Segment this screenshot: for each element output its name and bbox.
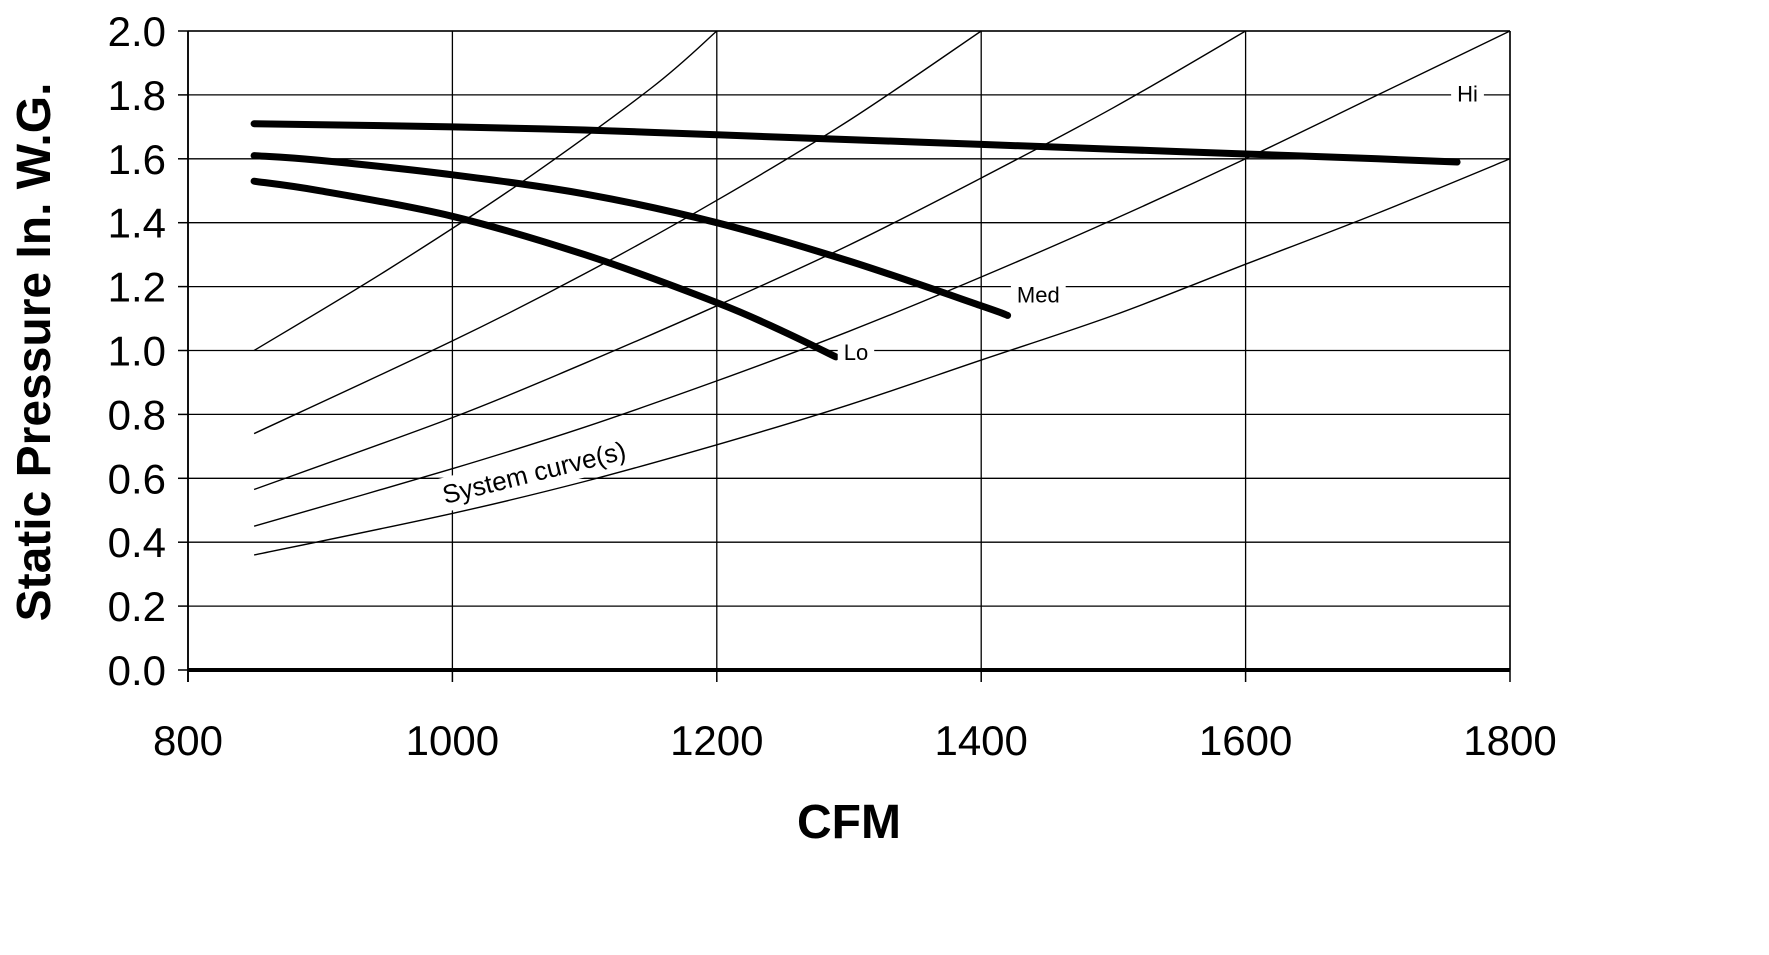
x-axis-title: CFM (797, 796, 901, 849)
y-tick-label: 1.8 (108, 72, 166, 119)
y-tick-label: 1.6 (108, 136, 166, 183)
curve-label-lo: Lo (844, 340, 868, 365)
x-tick-labels: 800 1000 1200 1400 1600 1800 (153, 717, 1557, 764)
x-tick-label: 1000 (406, 717, 499, 764)
fan-curve-lo (250, 177, 840, 361)
x-tick-label: 1400 (934, 717, 1027, 764)
x-tick-label: 1200 (670, 717, 763, 764)
x-tick-label: 1600 (1199, 717, 1292, 764)
y-tick-label: 0.6 (108, 455, 166, 502)
y-tick-label: 1.4 (108, 200, 166, 247)
fan-curve-med (250, 152, 1012, 319)
system-curves (253, 31, 1510, 556)
label-background (1010, 280, 1066, 310)
system-curve-3 (253, 31, 1246, 491)
plot-frame (178, 30, 1511, 682)
y-tick-label: 1.0 (108, 328, 166, 375)
curve-label-group: Med (1010, 280, 1066, 310)
label-background (837, 338, 875, 368)
y-tick-label: 0.2 (108, 583, 166, 630)
y-tick-label: 1.2 (108, 264, 166, 311)
label-background (433, 431, 636, 514)
fan-curve-hi (250, 120, 1461, 166)
y-tick-label: 2.0 (108, 8, 166, 55)
curve-label-hi: Hi (1457, 81, 1478, 106)
curve-label-group: Lo (837, 338, 875, 368)
x-tick-label: 1800 (1463, 717, 1556, 764)
system-curve-4 (253, 31, 1510, 527)
x-tick-label: 800 (153, 717, 223, 764)
fan-curves (250, 120, 1461, 361)
y-tick-label: 0.4 (108, 519, 166, 566)
system-curve-2 (253, 31, 982, 435)
curve-label-med: Med (1017, 283, 1060, 308)
label-background (1451, 79, 1484, 109)
y-tick-label: 0.0 (108, 647, 166, 694)
system-curve-1 (253, 31, 718, 352)
y-tick-label: 0.8 (108, 391, 166, 438)
y-tick-labels: 0.0 0.2 0.4 0.6 0.8 1.0 1.2 1.4 1.6 1.8 2.0 (108, 8, 166, 694)
y-axis-title: Static Pressure In. W.G. (8, 83, 61, 622)
curve-label-group: Hi (1451, 79, 1484, 109)
system-curve-5 (253, 158, 1510, 556)
